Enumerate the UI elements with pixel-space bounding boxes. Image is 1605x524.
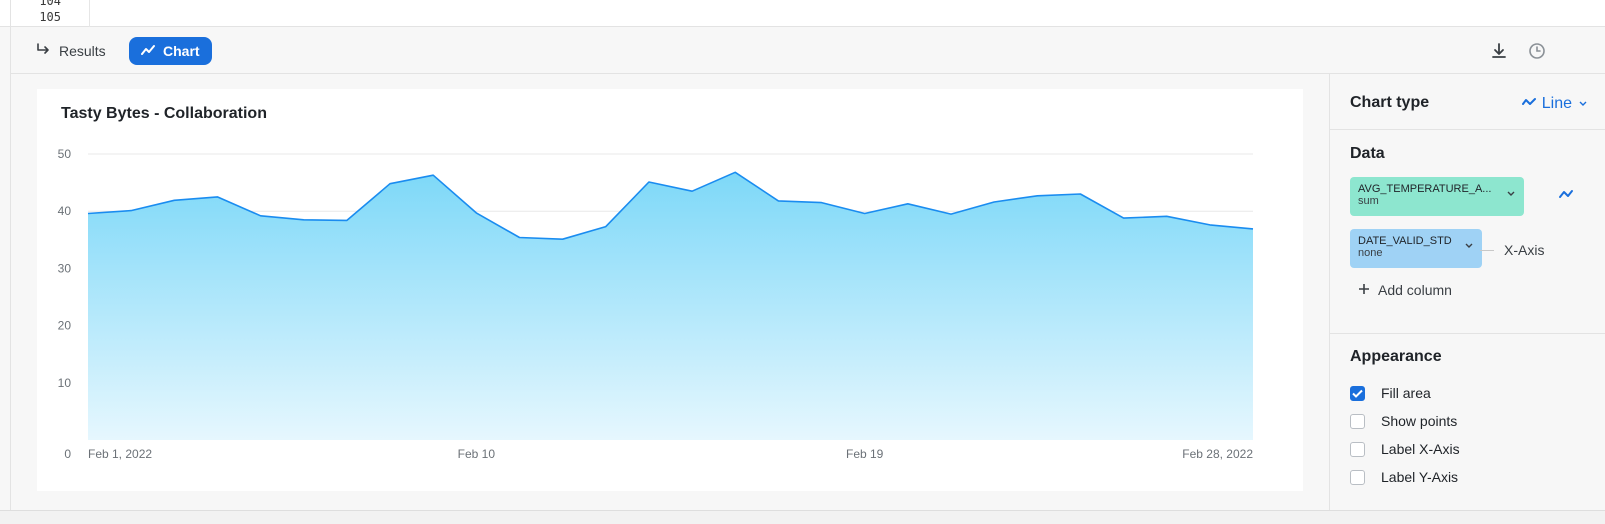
data-point[interactable] xyxy=(1161,210,1173,222)
chart-type-select[interactable]: Line xyxy=(1521,95,1588,113)
y-tick-label: 20 xyxy=(58,319,72,333)
x-tick-label: Feb 19 xyxy=(846,447,884,461)
clock-icon[interactable] xyxy=(1527,41,1547,61)
column-pill-date-valid-std[interactable]: DATE_VALID_STD none xyxy=(1350,229,1482,268)
y-tick-label: 50 xyxy=(58,147,72,161)
x-tick-label: Feb 1, 2022 xyxy=(88,447,152,461)
checkbox-checked[interactable] xyxy=(1350,385,1365,401)
chart-type-heading: Chart type xyxy=(1350,94,1430,111)
checkbox[interactable] xyxy=(1350,413,1365,429)
series-line-icon[interactable] xyxy=(1558,187,1574,205)
series-area xyxy=(88,172,1253,441)
result-toolbar: Results Chart xyxy=(11,28,1605,74)
option-show-points[interactable]: Show points xyxy=(1350,413,1457,429)
download-icon[interactable] xyxy=(1489,41,1509,61)
y-tick-label: 30 xyxy=(58,261,72,275)
results-tab[interactable]: Results xyxy=(23,37,118,65)
results-tab-label: Results xyxy=(59,43,106,59)
column-pill-avg-temperature[interactable]: AVG_TEMPERATURE_A... sum xyxy=(1350,177,1524,216)
sql-editor-area[interactable]: 104 105 xyxy=(0,0,1605,27)
option-label: Label Y-Axis xyxy=(1381,469,1459,485)
data-point[interactable] xyxy=(298,214,310,226)
option-label: Show points xyxy=(1381,413,1458,429)
check-icon xyxy=(1352,389,1363,398)
data-point[interactable] xyxy=(945,208,957,220)
return-arrow-icon xyxy=(35,42,51,61)
data-point[interactable] xyxy=(859,207,871,219)
data-point[interactable] xyxy=(1118,212,1130,224)
chevron-down-icon xyxy=(1464,242,1474,254)
data-point[interactable] xyxy=(1031,190,1043,202)
data-point[interactable] xyxy=(816,197,828,209)
column-aggregation: none xyxy=(1358,247,1383,259)
chart-type-section: Chart type Line xyxy=(1330,74,1605,130)
line-number: 104 xyxy=(39,0,61,8)
chart-card: Tasty Bytes - Collaboration 0 10 20 30 40 50 F… xyxy=(37,89,1303,491)
column-name: DATE_VALID_STD xyxy=(1358,235,1452,247)
option-label-y-axis[interactable]: Label Y-Axis xyxy=(1350,469,1458,485)
data-point[interactable] xyxy=(470,207,482,219)
data-point[interactable] xyxy=(255,210,267,222)
data-point[interactable] xyxy=(168,194,180,206)
option-label-x-axis[interactable]: Label X-Axis xyxy=(1350,441,1460,457)
y-tick-label: 0 xyxy=(64,447,71,461)
status-bar xyxy=(0,510,1605,524)
data-point[interactable] xyxy=(384,178,396,190)
option-label: Fill area xyxy=(1381,385,1431,401)
data-point[interactable] xyxy=(600,221,612,233)
data-section xyxy=(1330,130,1605,334)
data-point[interactable] xyxy=(557,233,569,245)
option-label: Label X-Axis xyxy=(1381,441,1460,457)
data-point[interactable] xyxy=(1247,223,1259,235)
data-point[interactable] xyxy=(82,207,94,219)
data-point[interactable] xyxy=(729,166,741,178)
chart-canvas[interactable]: 0 10 20 30 40 50 Feb 1, 2022 Feb 10 Feb 19 Feb 28… xyxy=(37,89,1303,491)
series-line[interactable] xyxy=(87,171,1254,240)
y-tick-label: 40 xyxy=(58,204,72,218)
checkbox[interactable] xyxy=(1350,469,1365,485)
add-column-label: Add column xyxy=(1378,282,1452,298)
data-point[interactable] xyxy=(125,205,137,217)
add-column-button[interactable]: Add column xyxy=(1358,282,1452,298)
data-point[interactable] xyxy=(772,195,784,207)
data-point[interactable] xyxy=(988,196,1000,208)
chart-tab-label: Chart xyxy=(163,43,200,59)
column-name: AVG_TEMPERATURE_A... xyxy=(1358,183,1492,195)
chart-type-value: Line xyxy=(1541,95,1572,112)
chart-title: Tasty Bytes - Collaboration xyxy=(61,105,267,122)
checkbox[interactable] xyxy=(1350,441,1365,457)
left-border xyxy=(10,0,11,510)
data-point[interactable] xyxy=(211,191,223,203)
plus-icon xyxy=(1358,282,1370,298)
chart-settings-panel: Chart type Line Data AVG_TEMPERATURE_A..… xyxy=(1329,74,1605,510)
option-fill-area[interactable]: Fill area xyxy=(1350,385,1431,401)
appearance-heading: Appearance xyxy=(1350,348,1442,365)
divider xyxy=(1480,249,1494,251)
x-tick-label: Feb 28, 2022 xyxy=(1182,447,1253,461)
data-point[interactable] xyxy=(513,232,525,244)
column-aggregation: sum xyxy=(1358,195,1379,207)
data-point[interactable] xyxy=(341,214,353,226)
chevron-down-icon xyxy=(1506,190,1516,202)
y-tick-label: 10 xyxy=(58,376,72,390)
line-chart-icon xyxy=(141,43,155,60)
x-axis-role-label: X-Axis xyxy=(1504,242,1545,258)
line-number-gutter: 104 105 xyxy=(10,0,90,27)
data-heading: Data xyxy=(1350,145,1385,162)
data-point[interactable] xyxy=(902,198,914,210)
chart-tab[interactable]: Chart xyxy=(129,37,212,65)
line-icon xyxy=(1521,95,1536,113)
data-point[interactable] xyxy=(643,176,655,188)
x-tick-label: Feb 10 xyxy=(458,447,496,461)
data-point[interactable] xyxy=(1204,219,1216,231)
x-axis-role[interactable]: X-Axis xyxy=(1480,242,1544,258)
chevron-down-icon xyxy=(1578,95,1588,113)
data-point[interactable] xyxy=(427,169,439,181)
data-point[interactable] xyxy=(686,185,698,197)
line-number: 105 xyxy=(39,10,61,24)
data-point[interactable] xyxy=(1074,188,1086,200)
